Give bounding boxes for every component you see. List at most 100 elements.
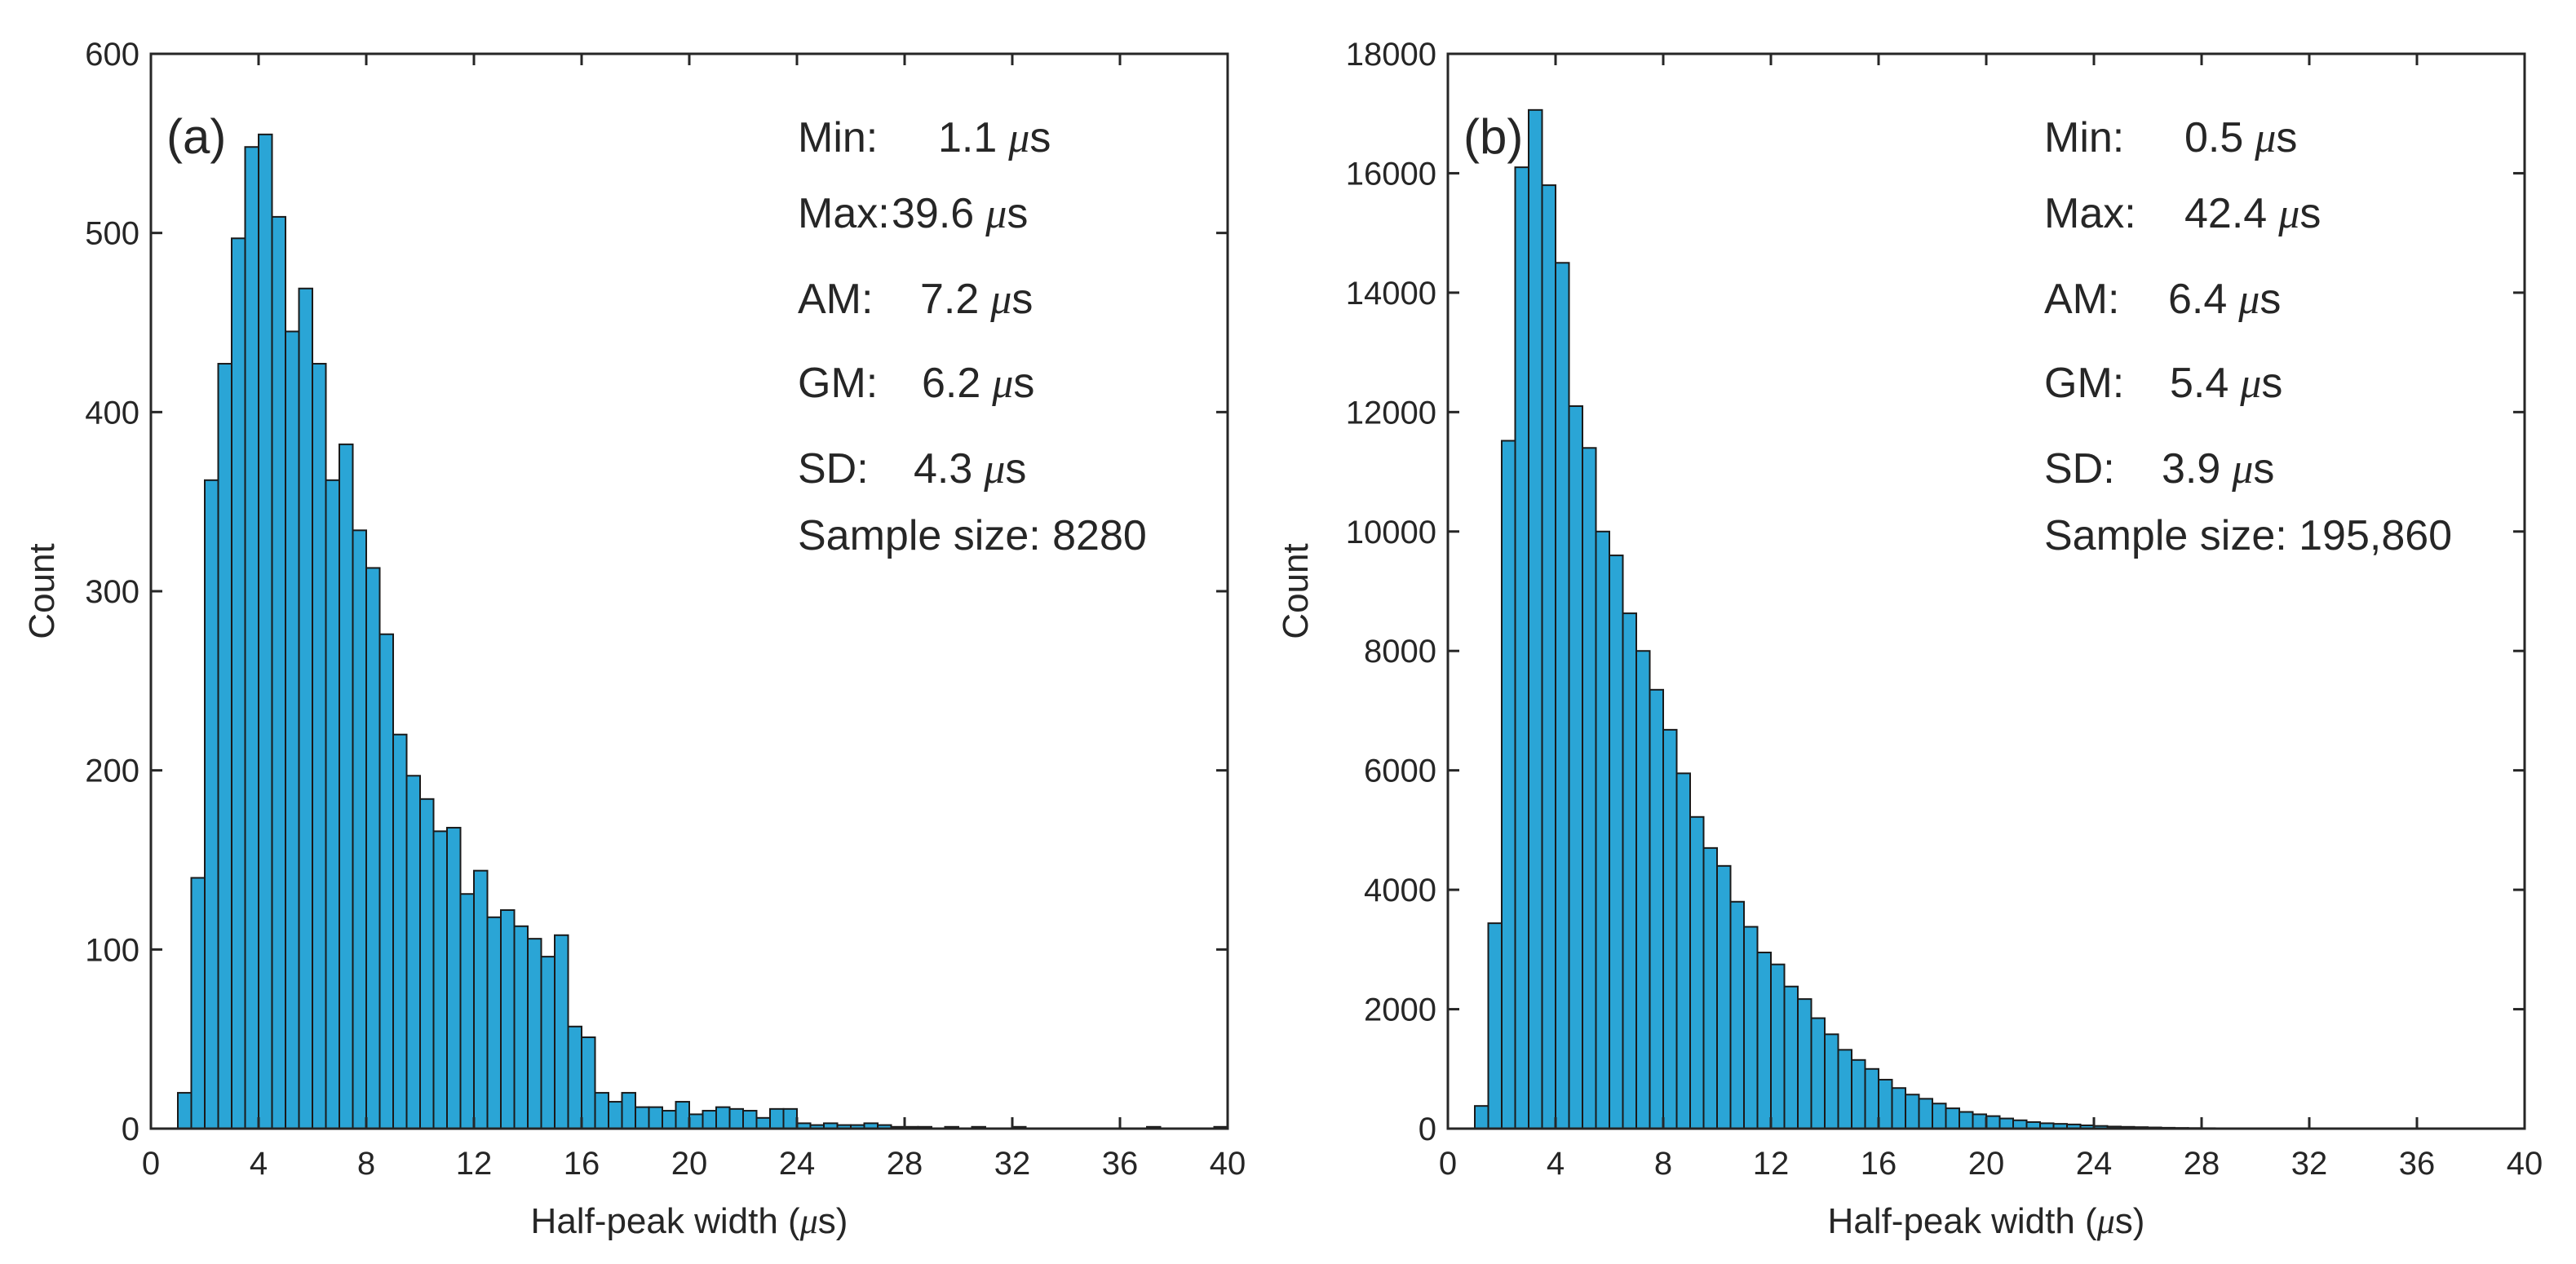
histogram-bar [1702,846,1718,1129]
histogram-bar [432,830,448,1129]
histogram-bar [177,1092,193,1129]
histogram-bar [190,877,206,1129]
histogram-bar [1797,998,1812,1129]
histogram-bar [1729,900,1745,1129]
y-tick-label-b: 16000 [1346,156,1436,192]
x-tick-label-b: 4 [1547,1146,1565,1182]
histogram-bar [594,1092,609,1129]
y-axis-label-a: Count [22,543,62,639]
panel-label-a: (a) [166,109,226,164]
histogram-bar [1985,1115,2001,1129]
histogram-bar [1555,262,1570,1129]
x-tick-label-a: 0 [142,1146,160,1182]
histogram-bar [527,938,542,1130]
y-tick-label-b: 10000 [1346,515,1436,550]
histogram-bar [217,363,232,1129]
histogram-bar [244,146,259,1130]
histogram-bar [688,1113,704,1130]
y-tick-label-a: 500 [85,216,139,252]
y-axis-label-b: Count [1276,543,1316,639]
histogram-bar [1918,1098,1933,1130]
histogram-bar [675,1101,690,1130]
histogram-bar [1582,447,1597,1129]
histogram-bar [742,1110,758,1130]
histogram-bar [662,1110,677,1130]
histogram-bar [1716,864,1732,1129]
x-tick-label-b: 28 [2184,1146,2220,1182]
x-tick-label-b: 20 [1968,1146,2005,1182]
histogram-bar [635,1106,650,1130]
stats-block-b: Min: 0.5 μs Max: 42.4 μs AM: 6.4 μs GM: 5.4 μs S… [2044,114,2452,559]
x-tick-label-b: 40 [2507,1146,2543,1182]
histogram-bar [473,869,489,1130]
stats-block-a: Min: 1.1 μs Max:39.6 μs AM: 7.2 μs GM: 6.2 μs S… [798,114,1147,559]
stat-gm-b: GM: 5.4 μs [2044,360,2282,407]
histogram-bar [446,826,462,1130]
y-tick-label-b: 18000 [1346,37,1436,73]
histogram-bar [1541,184,1556,1130]
y-tick-label-a: 0 [122,1112,139,1147]
histogram-bar [365,567,381,1129]
histogram-bar [702,1110,717,1130]
stat-gm-a: GM: 6.2 μs [798,360,1034,407]
sample-size-b: Sample size: 195,860 [2044,512,2452,559]
stat-max-a: Max:39.6 μs [798,190,1028,237]
histogram-bar [1756,951,1772,1129]
x-tick-label-b: 0 [1439,1146,1457,1182]
histogram-bar [405,775,421,1129]
histogram-bar [769,1107,785,1129]
histogram-bar [1689,815,1705,1130]
histogram-bar [1662,728,1678,1129]
x-axis-label-b: Half-peak width (μs) [1828,1201,2145,1241]
histogram-bar [271,215,286,1129]
y-tick-label-a: 200 [85,754,139,789]
panel-label-b: (b) [1463,109,1523,164]
histogram-bar [339,443,354,1129]
stat-min-b: Min: 0.5 μs [2044,114,2297,161]
histogram-bar [285,330,300,1130]
y-tick-label-b: 2000 [1364,992,1436,1028]
histogram-bar [715,1106,731,1130]
histogram-bar [1851,1058,1866,1130]
x-tick-label-b: 16 [1861,1146,1897,1182]
histogram-bar [1675,772,1691,1130]
histogram-bar [325,479,340,1129]
histogram-bar [378,633,394,1129]
histogram-bar [392,733,408,1129]
y-tick-label-b: 4000 [1364,873,1436,908]
histogram-bar [608,1101,623,1130]
histogram-bar [1514,166,1529,1129]
x-axis-label-a: Half-peak width (μs) [531,1201,848,1241]
stat-min-a: Min: 1.1 μs [798,114,1051,161]
y-tick-label-b: 12000 [1346,395,1436,431]
y-tick-label-a: 600 [85,37,139,73]
histogram-bar [486,916,502,1130]
histogram-bar [500,909,516,1129]
histogram-bar [554,934,569,1130]
y-tick-label-b: 0 [1419,1112,1436,1147]
histogram-bar [513,925,529,1130]
x-tick-label-a: 12 [456,1146,493,1182]
histogram-bar [1998,1117,2014,1130]
histogram-bar [1783,985,1799,1129]
histogram-bar [419,798,435,1129]
x-tick-label-a: 8 [357,1146,375,1182]
histogram-bar [1649,688,1664,1129]
histogram-bar [1905,1094,1920,1130]
y-tick-label-a: 100 [85,932,139,968]
x-tick-label-a: 36 [1102,1146,1139,1182]
histogram-bar [1824,1033,1839,1130]
axis-ticks-b: 0 4 8 12 16 20 24 28 32 36 40 0 2000 4000 6000 8000 1000… [1346,37,2543,1182]
histogram-bar [1595,530,1610,1129]
x-tick-label-a: 20 [671,1146,708,1182]
x-tick-label-a: 4 [250,1146,268,1182]
histogram-bar [1972,1113,1987,1130]
panel-b: 0 4 8 12 16 20 24 28 32 36 40 0 2000 4000 6000 8000 1000… [1276,37,2543,1241]
stat-sd-b: SD: 3.9 μs [2044,445,2274,493]
x-tick-label-b: 32 [2291,1146,2328,1182]
histogram-bar [1501,440,1516,1129]
stat-sd-a: SD: 4.3 μs [798,445,1026,493]
histogram-bar [231,237,246,1129]
